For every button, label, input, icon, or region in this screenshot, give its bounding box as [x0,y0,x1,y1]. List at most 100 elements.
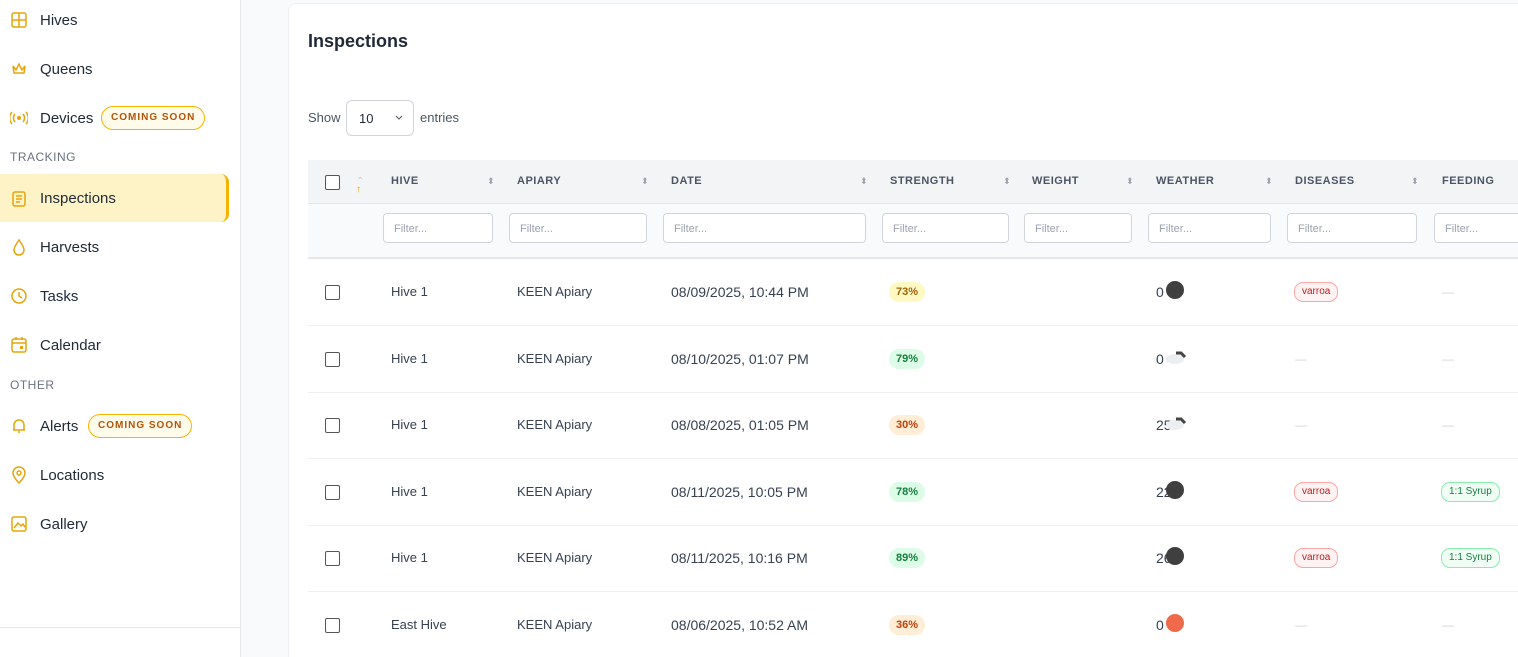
column-header[interactable]: DISEASES [1295,175,1355,187]
show-label: Show [308,110,341,125]
sidebar-divider [0,627,240,628]
nav-label: Hives [40,11,78,29]
hive-name: Hive 1 [391,417,428,432]
nav-item[interactable]: Harvests [0,223,229,271]
nav-item[interactable]: Tasks [0,272,229,320]
column-header[interactable]: APIARY [517,175,562,187]
inspection-date: 08/10/2025, 01:07 PM [671,350,809,367]
hive-name: East Hive [391,616,447,632]
nav-item[interactable]: Devices COMING SOON [0,94,229,142]
column-filter[interactable]: Filter... [1024,213,1132,243]
select-all-checkbox[interactable] [325,175,340,190]
column-filter[interactable]: Filter... [1287,213,1417,243]
inspections-table: ⌃ ↑ HIVE ⬍ APIARY ⬍ DATE ⬍ STRENGTH ⬍ WEIGHT ⬍ WEATH… [308,160,1518,657]
weather-icon [1165,347,1187,367]
weight: 0 [1156,284,1164,300]
sidebar: Hives Queens Devices COMING SOON TRACKING Ins… [0,0,241,657]
sort-icon[interactable]: ⬍ [641,176,649,186]
sort-asc-icon: ⌃ ↑ [356,176,365,195]
nav-icon [13,238,25,256]
nav-label: Alerts [40,417,79,435]
nav-item[interactable]: Queens [0,45,229,93]
nav-item[interactable]: Gallery [0,500,229,548]
nav-label: Queens [40,60,93,78]
weather-icon [1165,280,1185,300]
strength-badge: 89% [889,548,926,568]
inspection-date: 08/06/2025, 10:52 AM [671,616,808,633]
row-checkbox[interactable] [325,351,340,367]
column-filter[interactable]: Filter... [1148,213,1271,243]
inspection-date: 08/08/2025, 01:05 PM [671,417,809,433]
entries-label: entries [420,110,460,125]
nav-item[interactable]: Inspections [0,174,229,222]
inspection-date: 08/09/2025, 10:44 PM [671,284,809,300]
column-header[interactable]: WEIGHT [1032,175,1079,187]
row-checkbox[interactable] [325,484,340,500]
section-label: TRACKING [10,150,77,164]
column-filter[interactable]: Filter... [1434,213,1518,243]
column-header[interactable]: HIVE [391,175,419,187]
nav-item[interactable]: Hives [0,0,229,44]
inspection-date: 08/11/2025, 10:05 PM [671,483,808,500]
apiary-name: KEEN Apiary [517,350,593,366]
nav-item[interactable]: Locations [0,451,229,499]
sort-icon[interactable]: ⬍ [860,176,868,186]
disease-tag: varroa [1294,282,1339,302]
page-size-value: 10 [359,111,374,126]
hive-name: Hive 1 [391,350,428,366]
column-header[interactable]: WEATHER [1156,175,1215,187]
nav-item[interactable]: Alerts COMING SOON [0,402,229,450]
nav-label: Gallery [40,515,88,533]
row-checkbox[interactable] [325,418,340,433]
apiary-name: KEEN Apiary [517,417,593,432]
strength-badge: 79% [889,348,926,369]
weight: 0 [1156,616,1164,633]
page-size-select[interactable]: 10 [346,100,414,136]
chevron-icon [395,115,403,120]
nav-icon [11,337,27,353]
sort-icon[interactable]: ⬍ [487,176,495,186]
table-row[interactable]: Hive 1 KEEN Apiary 08/10/2025, 01:07 PM 79%… [308,326,1518,393]
feeding-tag: 1:1 Syrup [1441,548,1500,568]
column-filter[interactable]: Filter... [383,213,493,243]
empty-dash: — [1295,617,1307,632]
apiary-name: KEEN Apiary [517,284,593,299]
nav-label: Locations [40,466,105,484]
row-checkbox[interactable] [325,285,340,300]
section-label: OTHER [10,378,55,392]
sort-icon[interactable]: ⬍ [1265,176,1273,186]
sort-icon[interactable]: ⬍ [1003,176,1011,186]
strength-badge: 73% [889,282,926,302]
nav-icon [12,191,26,207]
strength-badge: 78% [889,481,926,502]
nav-icon [11,288,27,304]
filter-row: Filter... Filter... Filter... Filter... Filt… [308,204,1518,259]
weather-icon [1165,546,1185,566]
nav-item[interactable]: Calendar [0,321,229,369]
table-row[interactable]: Hive 1 KEEN Apiary 08/11/2025, 10:05 PM 78%… [308,459,1518,526]
sort-icon[interactable]: ⬍ [1126,176,1134,186]
row-checkbox[interactable] [325,551,340,566]
column-filter[interactable]: Filter... [882,213,1009,243]
weather-icon [1165,413,1187,433]
table-row[interactable]: Hive 1 KEEN Apiary 08/08/2025, 01:05 PM 30%… [308,392,1518,459]
table-row[interactable]: East Hive KEEN Apiary 08/06/2025, 10:52 AM… [308,592,1518,657]
apiary-name: KEEN Apiary [517,616,593,632]
nav-label: Inspections [40,189,116,207]
table-row[interactable]: Hive 1 KEEN Apiary 08/09/2025, 10:44 PM 73%… [308,259,1518,326]
nav-icon [11,12,27,28]
weight: 0 [1156,350,1164,367]
table-row[interactable]: Hive 1 KEEN Apiary 08/11/2025, 10:16 PM 89%… [308,525,1518,592]
column-header[interactable]: FEEDING [1442,175,1495,187]
column-filter[interactable]: Filter... [509,213,647,243]
row-checkbox[interactable] [325,617,340,633]
hive-name: Hive 1 [391,284,428,299]
weight: 25 [1156,417,1172,433]
strength-badge: 36% [889,614,926,635]
empty-dash: — [1295,351,1307,366]
column-header[interactable]: STRENGTH [890,175,955,187]
weather-icon [1165,613,1185,633]
column-filter[interactable]: Filter... [663,213,866,243]
sort-icon[interactable]: ⬍ [1411,176,1419,186]
column-header[interactable]: DATE [671,175,703,187]
